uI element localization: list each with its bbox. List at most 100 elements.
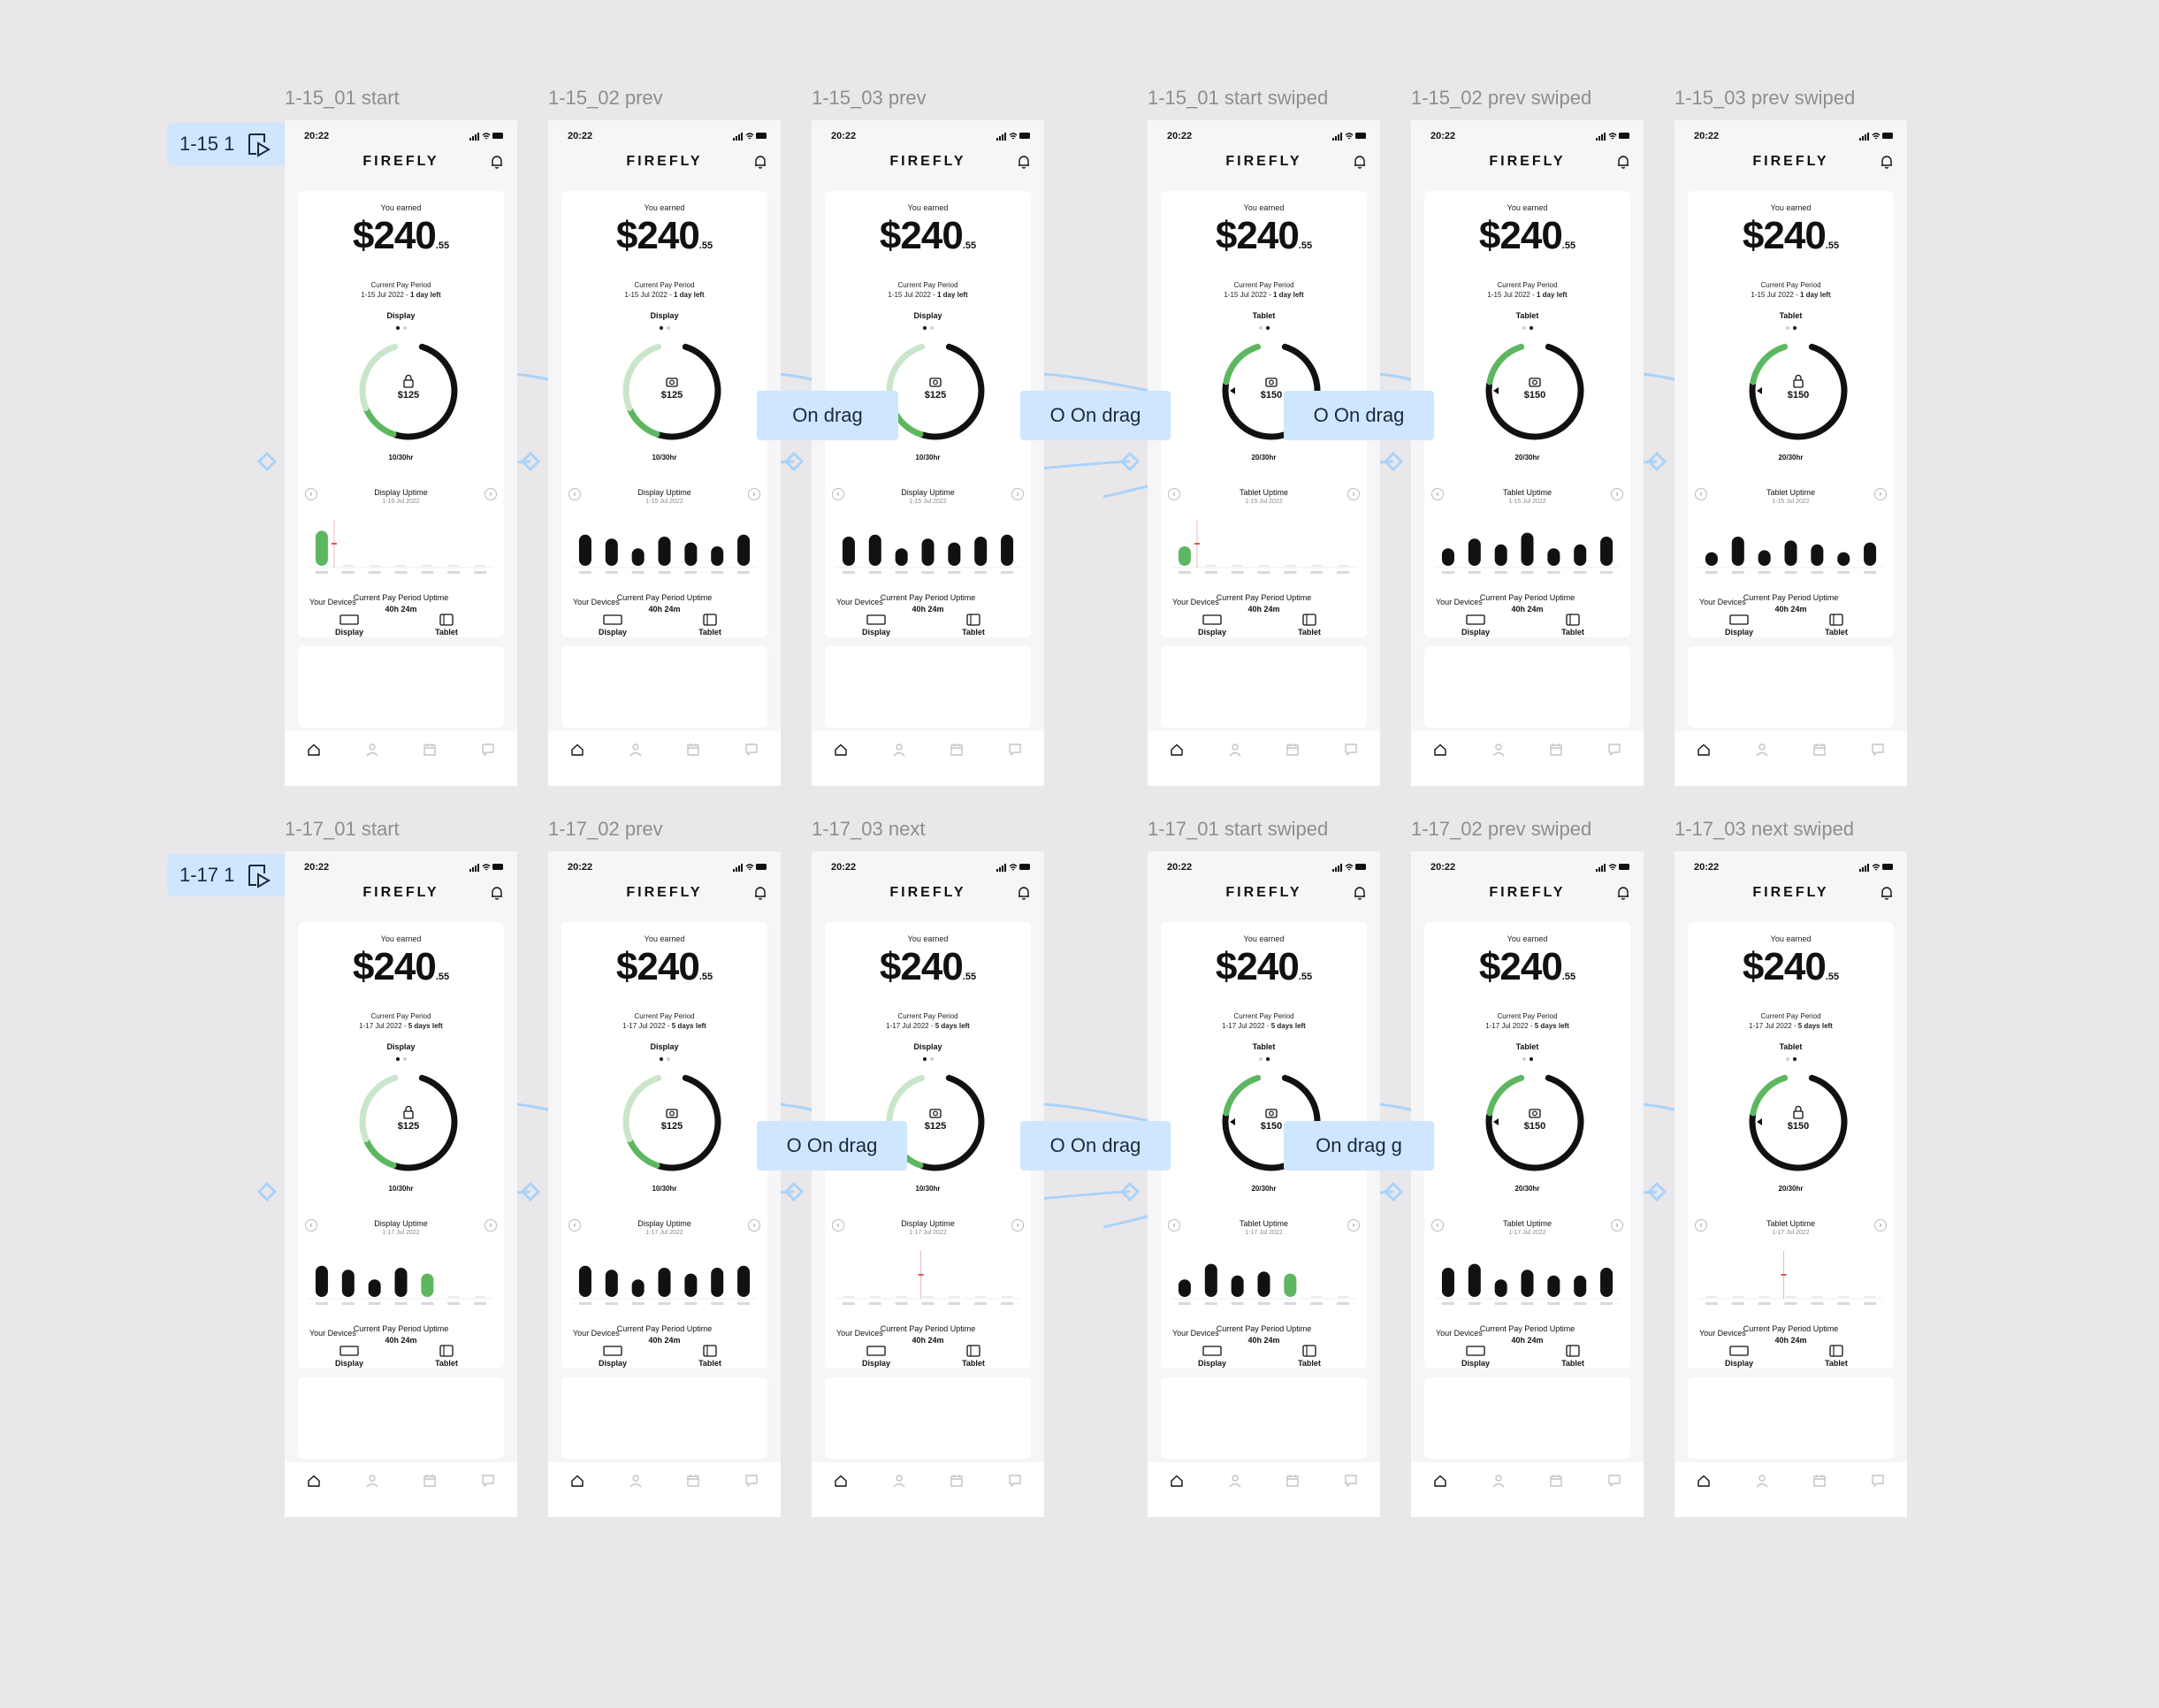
on-drag-interaction[interactable]: On drag g	[1284, 1121, 1434, 1170]
uptime-bar[interactable]	[1001, 534, 1014, 566]
uptime-bar[interactable]	[1600, 537, 1614, 566]
uptime-bar[interactable]	[605, 1270, 618, 1297]
home-icon[interactable]	[833, 1473, 849, 1489]
profile-icon[interactable]	[1227, 742, 1243, 758]
uptime-bar[interactable]	[1521, 532, 1534, 566]
device-tablet-button[interactable]: Tablet	[420, 1345, 473, 1368]
calendar-icon[interactable]	[1285, 1473, 1301, 1489]
uptime-bar[interactable]	[1204, 1263, 1217, 1297]
next-day-button[interactable]: ›	[1611, 488, 1623, 500]
bell-icon[interactable]	[1016, 154, 1032, 170]
device-display-button[interactable]: Display	[586, 614, 639, 637]
next-day-button[interactable]: ›	[1011, 488, 1024, 500]
home-icon[interactable]	[569, 1473, 585, 1489]
next-day-button[interactable]: ›	[1347, 488, 1360, 500]
profile-icon[interactable]	[364, 742, 380, 758]
next-day-button[interactable]: ›	[484, 488, 497, 500]
device-tablet-button[interactable]: Tablet	[683, 1345, 736, 1368]
uptime-bar[interactable]	[394, 1268, 408, 1297]
prev-day-button[interactable]: ‹	[1695, 488, 1707, 500]
next-day-button[interactable]: ›	[484, 1219, 497, 1231]
calendar-icon[interactable]	[1812, 1473, 1827, 1489]
bell-icon[interactable]	[1352, 154, 1368, 170]
uptime-bar[interactable]	[1284, 1273, 1297, 1297]
device-display-button[interactable]: Display	[850, 614, 903, 637]
device-tablet-button[interactable]: Tablet	[1283, 1345, 1336, 1368]
uptime-bar[interactable]	[658, 1268, 671, 1297]
flow-start-1[interactable]: 1-15 1	[167, 123, 285, 165]
profile-icon[interactable]	[364, 1473, 380, 1489]
uptime-bar[interactable]	[1574, 544, 1587, 566]
calendar-icon[interactable]	[1548, 742, 1564, 758]
chat-icon[interactable]	[744, 1473, 759, 1489]
uptime-bar[interactable]	[921, 538, 935, 566]
device-display-button[interactable]: Display	[1186, 1345, 1239, 1368]
chat-icon[interactable]	[1343, 1473, 1359, 1489]
device-tablet-button[interactable]: Tablet	[1810, 1345, 1863, 1368]
chat-icon[interactable]	[1870, 1473, 1886, 1489]
uptime-bar[interactable]	[1784, 540, 1797, 566]
prev-day-button[interactable]: ‹	[1431, 488, 1444, 500]
next-day-button[interactable]: ›	[1611, 1219, 1623, 1231]
calendar-icon[interactable]	[685, 742, 701, 758]
prev-day-button[interactable]: ‹	[1168, 1219, 1180, 1231]
uptime-bar[interactable]	[631, 1279, 645, 1297]
device-tablet-button[interactable]: Tablet	[947, 1345, 1000, 1368]
uptime-bar[interactable]	[1811, 544, 1824, 566]
profile-icon[interactable]	[891, 742, 907, 758]
uptime-bar[interactable]	[1574, 1275, 1587, 1297]
uptime-bar[interactable]	[895, 548, 908, 566]
uptime-bar[interactable]	[737, 1265, 751, 1297]
home-icon[interactable]	[1696, 742, 1712, 758]
profile-icon[interactable]	[891, 1473, 907, 1489]
calendar-icon[interactable]	[1548, 1473, 1564, 1489]
uptime-bar[interactable]	[1494, 1279, 1507, 1297]
profile-icon[interactable]	[1491, 1473, 1507, 1489]
profile-icon[interactable]	[628, 1473, 644, 1489]
profile-icon[interactable]	[1754, 742, 1770, 758]
next-day-button[interactable]: ›	[1011, 1219, 1024, 1231]
uptime-bar[interactable]	[974, 537, 988, 566]
device-display-button[interactable]: Display	[850, 1345, 903, 1368]
next-day-button[interactable]: ›	[1874, 488, 1887, 500]
on-drag-interaction[interactable]: O On drag	[757, 1121, 907, 1170]
uptime-bar[interactable]	[1441, 1268, 1454, 1297]
bell-icon[interactable]	[1016, 885, 1032, 901]
device-display-button[interactable]: Display	[323, 1345, 376, 1368]
next-day-button[interactable]: ›	[748, 488, 760, 500]
uptime-bar[interactable]	[421, 1273, 434, 1297]
chat-icon[interactable]	[1870, 742, 1886, 758]
device-display-button[interactable]: Display	[1449, 1345, 1502, 1368]
calendar-icon[interactable]	[1812, 742, 1827, 758]
device-display-button[interactable]: Display	[1713, 1345, 1766, 1368]
uptime-bar[interactable]	[315, 530, 328, 566]
uptime-bar[interactable]	[1758, 550, 1771, 566]
profile-icon[interactable]	[628, 742, 644, 758]
prev-day-button[interactable]: ‹	[1695, 1219, 1707, 1231]
bell-icon[interactable]	[1615, 885, 1631, 901]
chat-icon[interactable]	[1606, 742, 1622, 758]
uptime-bar[interactable]	[711, 546, 724, 566]
uptime-bar[interactable]	[1231, 1275, 1244, 1297]
uptime-bar[interactable]	[1494, 544, 1507, 566]
chat-icon[interactable]	[1606, 1473, 1622, 1489]
prev-day-button[interactable]: ‹	[832, 488, 844, 500]
profile-icon[interactable]	[1227, 1473, 1243, 1489]
uptime-bar[interactable]	[1257, 1271, 1270, 1297]
calendar-icon[interactable]	[422, 1473, 438, 1489]
uptime-bar[interactable]	[1521, 1270, 1534, 1297]
bell-icon[interactable]	[1615, 154, 1631, 170]
profile-icon[interactable]	[1754, 1473, 1770, 1489]
home-icon[interactable]	[833, 742, 849, 758]
home-icon[interactable]	[1169, 742, 1185, 758]
prev-day-button[interactable]: ‹	[568, 1219, 581, 1231]
device-tablet-button[interactable]: Tablet	[1810, 614, 1863, 637]
uptime-bar[interactable]	[1705, 552, 1718, 566]
uptime-bar[interactable]	[684, 1273, 698, 1297]
uptime-bar[interactable]	[1547, 548, 1560, 566]
calendar-icon[interactable]	[685, 1473, 701, 1489]
chat-icon[interactable]	[1007, 742, 1023, 758]
uptime-bar[interactable]	[684, 542, 698, 566]
uptime-bar[interactable]	[1731, 537, 1744, 566]
uptime-bar[interactable]	[1441, 548, 1454, 566]
